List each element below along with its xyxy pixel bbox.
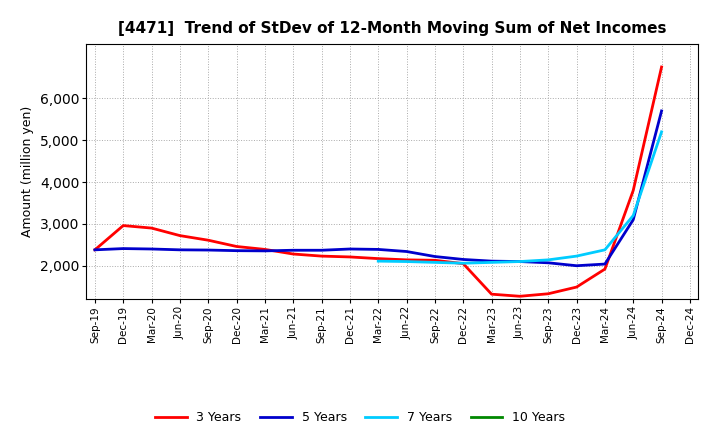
3 Years	[318, 253, 326, 259]
7 Years	[516, 259, 524, 264]
3 Years	[459, 261, 467, 266]
3 Years	[261, 247, 269, 252]
7 Years	[544, 257, 552, 263]
3 Years	[544, 291, 552, 297]
3 Years	[233, 244, 241, 249]
3 Years	[204, 238, 212, 243]
3 Years	[431, 258, 439, 263]
3 Years	[487, 292, 496, 297]
Line: 7 Years: 7 Years	[378, 132, 662, 263]
Title: [4471]  Trend of StDev of 12-Month Moving Sum of Net Incomes: [4471] Trend of StDev of 12-Month Moving…	[118, 21, 667, 36]
5 Years	[289, 248, 297, 253]
5 Years	[318, 248, 326, 253]
3 Years	[148, 225, 156, 231]
5 Years	[91, 247, 99, 253]
3 Years	[119, 223, 127, 228]
Line: 5 Years: 5 Years	[95, 111, 662, 266]
Y-axis label: Amount (million yen): Amount (million yen)	[22, 106, 35, 237]
5 Years	[572, 263, 581, 268]
7 Years	[629, 213, 637, 218]
5 Years	[600, 261, 609, 267]
5 Years	[148, 246, 156, 252]
7 Years	[657, 129, 666, 135]
3 Years	[657, 64, 666, 70]
5 Years	[119, 246, 127, 251]
5 Years	[657, 108, 666, 114]
5 Years	[233, 248, 241, 253]
5 Years	[629, 217, 637, 222]
5 Years	[402, 249, 411, 254]
5 Years	[204, 247, 212, 253]
3 Years	[600, 267, 609, 272]
5 Years	[459, 257, 467, 262]
5 Years	[487, 258, 496, 264]
3 Years	[91, 247, 99, 253]
3 Years	[572, 284, 581, 290]
Legend: 3 Years, 5 Years, 7 Years, 10 Years: 3 Years, 5 Years, 7 Years, 10 Years	[150, 407, 570, 429]
3 Years	[629, 188, 637, 193]
5 Years	[374, 247, 382, 252]
7 Years	[459, 260, 467, 266]
3 Years	[374, 256, 382, 261]
5 Years	[346, 246, 354, 252]
5 Years	[544, 260, 552, 265]
5 Years	[516, 259, 524, 264]
3 Years	[176, 233, 184, 238]
5 Years	[431, 254, 439, 259]
3 Years	[402, 257, 411, 263]
3 Years	[289, 251, 297, 257]
7 Years	[572, 253, 581, 259]
5 Years	[176, 247, 184, 253]
7 Years	[431, 260, 439, 265]
3 Years	[346, 254, 354, 260]
5 Years	[261, 248, 269, 253]
7 Years	[600, 247, 609, 253]
7 Years	[487, 260, 496, 265]
7 Years	[402, 259, 411, 264]
3 Years	[516, 293, 524, 299]
Line: 3 Years: 3 Years	[95, 67, 662, 296]
7 Years	[374, 258, 382, 264]
